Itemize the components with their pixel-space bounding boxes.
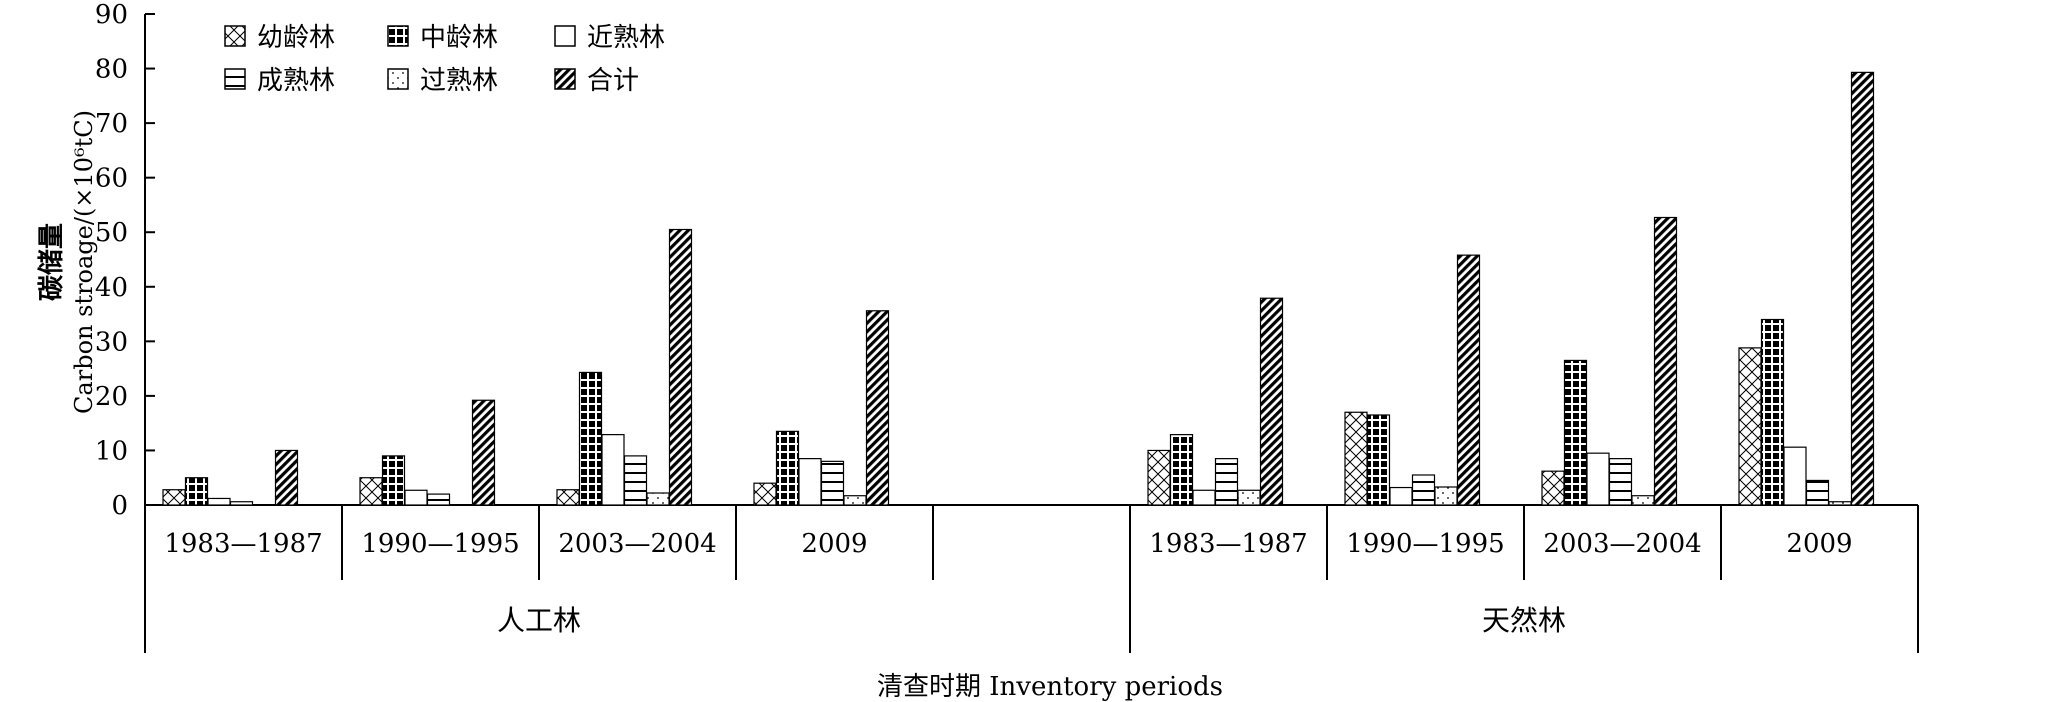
y-tick-label: 70	[95, 109, 128, 139]
bar-grid	[775, 430, 800, 506]
legend-label: 合计	[587, 66, 639, 96]
period-label: 2009	[801, 529, 867, 559]
bar-horizontal	[1214, 458, 1239, 506]
bar-grid	[1366, 414, 1391, 506]
period-label: 1983—1987	[1149, 529, 1307, 559]
y-tick-label: 80	[95, 55, 128, 85]
bar-cross	[1541, 470, 1565, 506]
bar-cross	[1344, 411, 1368, 506]
bar-blank	[601, 434, 625, 506]
y-tick-label: 90	[95, 0, 128, 30]
legend-swatch	[554, 25, 576, 47]
y-axis-title: 碳储量 Carbon stroage/(×10⁶tC)	[36, 110, 98, 414]
bar-dots	[646, 492, 670, 506]
y-tick-label: 30	[95, 327, 128, 357]
bar-blank	[1586, 452, 1610, 506]
bar-grid	[1563, 359, 1588, 506]
bar-diagonal	[1850, 71, 1875, 506]
bar-grid	[381, 455, 406, 506]
period-label: 2003—2004	[558, 529, 716, 559]
legend-label: 中龄林	[420, 23, 498, 53]
legend-label: 近熟林	[587, 23, 665, 53]
bar-blank	[404, 489, 428, 506]
x-axis: 1983—1987 1990—1995 2003—2004 2009 1983—1987…	[144, 504, 1919, 653]
group-label: 天然林	[1482, 604, 1566, 637]
bar-horizontal	[820, 460, 845, 506]
legend-label: 成熟林	[257, 66, 335, 96]
bar-blank	[1389, 486, 1413, 506]
period-label: 2009	[1786, 529, 1852, 559]
bar-cross	[556, 489, 580, 506]
bar-horizontal	[1608, 458, 1633, 506]
bar-blank	[1192, 489, 1216, 506]
y-tick-label: 60	[95, 164, 128, 194]
bar-grid	[1169, 434, 1194, 506]
y-tick-label: 10	[95, 436, 128, 466]
bar-dots	[1631, 495, 1655, 506]
y-axis-title-en: Carbon stroage/(×10⁶tC)	[70, 110, 98, 414]
bar-diagonal	[1653, 216, 1678, 506]
y-tick-label: 50	[95, 218, 128, 248]
bars	[162, 71, 1875, 506]
bar-cross	[753, 482, 777, 506]
bar-blank	[207, 497, 231, 506]
bar-dots	[843, 495, 867, 506]
legend-swatch	[554, 68, 576, 90]
bar-cross	[162, 489, 186, 506]
legend-label: 幼龄林	[257, 23, 335, 53]
x-axis-title: 清查时期 Inventory periods	[877, 672, 1223, 702]
period-label: 1983—1987	[164, 529, 322, 559]
bar-cross	[1738, 347, 1762, 506]
bar-grid	[578, 371, 603, 506]
bar-horizontal	[623, 455, 648, 506]
y-tick-label: 40	[95, 273, 128, 303]
period-label: 2003—2004	[1543, 529, 1701, 559]
bar-horizontal	[229, 501, 254, 506]
bar-diagonal	[274, 449, 299, 506]
group-label: 人工林	[497, 604, 581, 637]
bar-cross	[1147, 449, 1171, 506]
bar-blank	[1783, 446, 1807, 506]
legend-swatch	[224, 68, 246, 90]
bar-diagonal	[1259, 297, 1284, 506]
legend-label: 过熟林	[420, 66, 498, 96]
bar-diagonal	[865, 310, 890, 506]
period-label: 1990—1995	[361, 529, 519, 559]
bar-horizontal	[426, 493, 451, 506]
bar-horizontal	[1805, 479, 1830, 506]
bar-diagonal	[471, 399, 496, 506]
bar-dots	[1828, 501, 1852, 506]
bar-grid	[184, 477, 209, 506]
bar-grid	[1760, 318, 1785, 506]
bar-cross	[359, 477, 383, 506]
bar-diagonal	[1456, 254, 1481, 506]
x-axis-structure: 1983—1987 1990—1995 2003—2004 2009 1983—1987…	[144, 505, 1919, 653]
bar-dots	[1434, 486, 1458, 506]
legend-swatch	[224, 25, 246, 47]
y-axis-title-cn: 碳储量	[36, 223, 67, 301]
bar-dots	[1237, 489, 1261, 506]
y-ticks: 0 10 20 30 40 50 60 70 80 90	[95, 0, 155, 521]
bar-horizontal	[1411, 474, 1436, 506]
y-tick-label: 0	[111, 491, 128, 521]
legend-swatch	[387, 25, 409, 47]
y-tick-label: 20	[95, 382, 128, 412]
bar-diagonal	[668, 228, 693, 506]
y-axis: 0 10 20 30 40 50 60 70 80 90	[95, 0, 155, 521]
period-label: 1990—1995	[1346, 529, 1504, 559]
bar-blank	[798, 458, 822, 506]
legend-swatch	[387, 68, 409, 90]
